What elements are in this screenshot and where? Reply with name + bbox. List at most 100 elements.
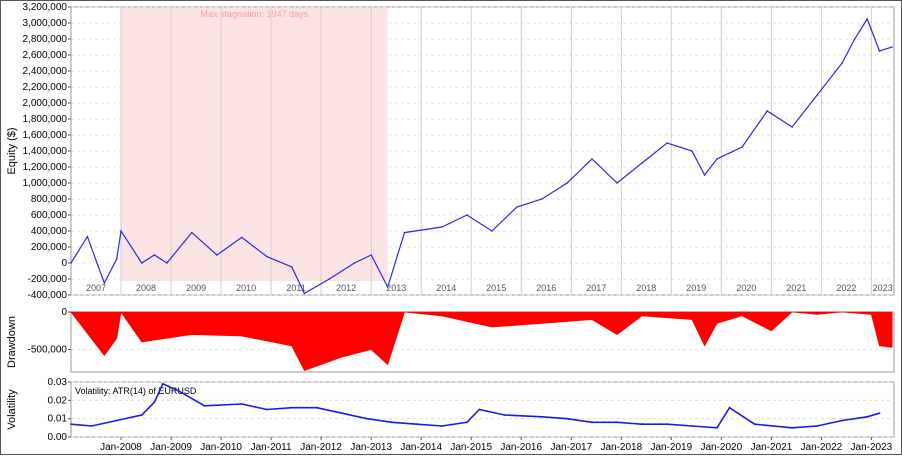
volatility-data-point (466, 421, 468, 424)
year-label: 2021 (786, 283, 806, 293)
volatility-data-point (366, 417, 368, 420)
volatility-data-point (878, 412, 881, 415)
volatility-data-point (478, 408, 481, 411)
y-tick-label: 3,000,000 (23, 18, 68, 29)
x-tick-label: Jan-2020 (700, 442, 742, 453)
x-tick-label: Jan-2008 (100, 442, 142, 453)
equity-data-point (290, 266, 293, 268)
volatility-data-point (315, 406, 318, 409)
equity-data-point (703, 174, 706, 176)
equity-data-point (166, 262, 168, 264)
volatility-data-point (178, 390, 181, 393)
y-axis-label: Drawdown (6, 316, 18, 368)
y-tick-label: 0.03 (48, 377, 68, 388)
x-tick-label: Jan-2019 (650, 442, 692, 453)
y-tick-label: 0.02 (48, 395, 68, 406)
volatility-data-point (728, 406, 731, 409)
year-label: 2012 (336, 283, 356, 293)
volatility-data-point (666, 423, 668, 426)
y-tick-label: 0.00 (48, 432, 68, 443)
equity-data-point (70, 262, 72, 264)
x-tick-label: Jan-2015 (450, 442, 492, 453)
volatility-data-point (115, 419, 118, 422)
equity-data-point (641, 162, 643, 164)
y-tick-label: 1,200,000 (23, 162, 68, 173)
drawdown-area (70, 310, 893, 371)
x-tick-label: Jan-2013 (350, 442, 392, 453)
equity-panel: -400,000 -200,000 0 200,000 400,000 600,000 80… (6, 2, 895, 301)
equity-data-point (216, 254, 218, 256)
x-tick-label: Jan-2018 (600, 442, 642, 453)
year-label: 2018 (636, 283, 656, 293)
equity-data-point (791, 126, 793, 128)
y-axis-label: Equity ($) (6, 127, 18, 174)
stagnation-annotation: Max stagnation: 1947 days (201, 9, 309, 19)
y-tick-label: -400,000 (28, 290, 68, 301)
volatility-data-point (841, 419, 843, 422)
volatility-data-point (140, 414, 143, 416)
volatility-data-point (566, 417, 568, 420)
volatility-data-point (265, 408, 268, 411)
x-tick-label: Jan-2011 (251, 442, 292, 453)
y-tick-label: -500,000 (28, 345, 68, 356)
x-tick-label: Jan-2014 (400, 442, 442, 453)
volatility-data-point (203, 404, 206, 407)
equity-data-point (766, 110, 768, 112)
equity-data-point (866, 18, 868, 20)
y-tick-label: 1,000,000 (23, 178, 68, 189)
y-tick-label: 2,800,000 (23, 34, 68, 45)
equity-data-point (370, 254, 373, 256)
equity-data-point (516, 206, 518, 208)
x-tick-label: Jan-2017 (550, 442, 592, 453)
year-label: 2010 (236, 283, 256, 293)
y-tick-label: 400,000 (31, 226, 68, 237)
y-tick-label: 2,600,000 (23, 50, 68, 61)
equity-data-point (491, 230, 493, 232)
x-tick-label: Jan-2023 (851, 442, 893, 453)
volatility-data-point (90, 425, 93, 427)
equity-data-point (616, 182, 618, 184)
equity-data-point (716, 158, 718, 160)
volatility-data-point (716, 426, 718, 429)
y-tick-label: 600,000 (31, 210, 68, 221)
volatility-data-point (440, 425, 443, 427)
y-tick-label: 1,800,000 (23, 114, 68, 125)
y-tick-label: 1,400,000 (23, 146, 68, 157)
equity-data-point (386, 286, 389, 288)
y-tick-label: 0 (61, 307, 67, 318)
x-tick-label: Jan-2009 (150, 442, 192, 453)
equity-data-point (841, 62, 843, 64)
equity-data-point (466, 214, 468, 216)
year-label: 2020 (736, 283, 756, 293)
equity-data-point (853, 38, 856, 40)
equity-data-point (353, 262, 356, 264)
equity-data-point (303, 292, 306, 295)
equity-data-point (666, 142, 668, 144)
equity-data-point (240, 236, 243, 239)
equity-data-point (441, 226, 443, 228)
equity-data-point (741, 146, 743, 148)
volatility-data-point (153, 401, 156, 404)
year-label: 2022 (836, 283, 856, 293)
volatility-data-point (816, 425, 819, 427)
equity-data-point (591, 158, 593, 160)
x-tick-label: Jan-2022 (801, 442, 843, 453)
equity-data-point (328, 278, 331, 280)
y-tick-label: 2,000,000 (23, 98, 68, 109)
volatility-data-point (866, 415, 869, 418)
equity-data-point (86, 235, 89, 238)
y-tick-label: 3,200,000 (23, 2, 68, 13)
equity-data-point (403, 231, 406, 234)
y-tick-label: 800,000 (31, 194, 68, 205)
year-label: 2016 (536, 283, 556, 293)
equity-data-point (115, 258, 118, 260)
equity-data-point (691, 150, 693, 152)
year-label: 2008 (136, 283, 156, 293)
year-label: 2013 (386, 283, 406, 293)
y-tick-label: 2,200,000 (23, 82, 68, 93)
equity-data-point (541, 198, 543, 200)
volatility-data-point (541, 415, 543, 418)
volatility-data-point (391, 421, 393, 424)
